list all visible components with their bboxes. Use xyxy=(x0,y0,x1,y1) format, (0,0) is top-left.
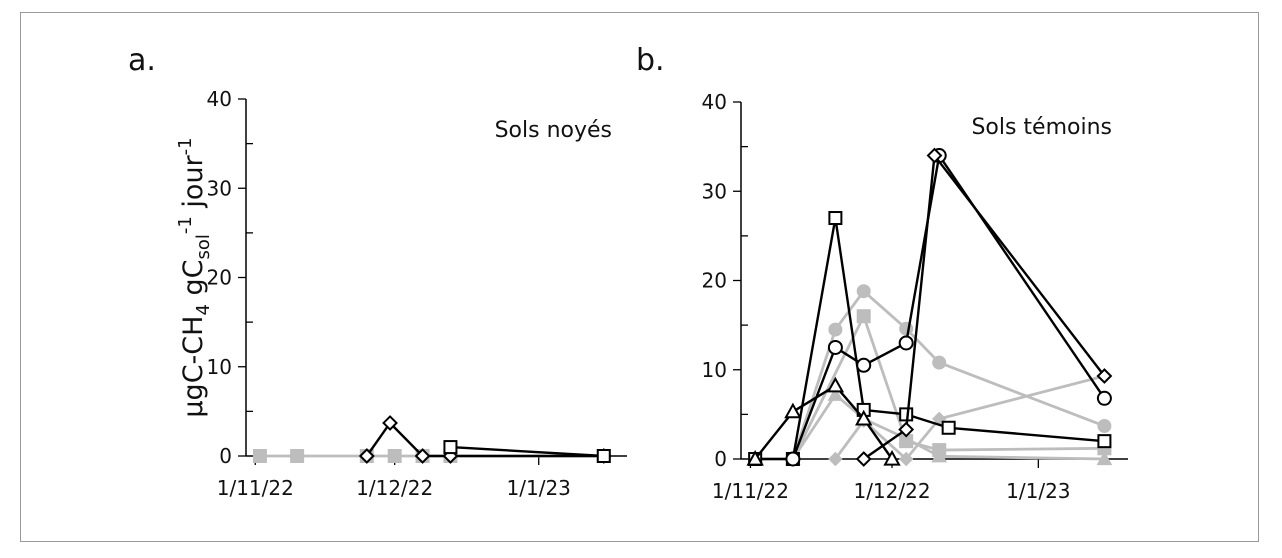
data-point xyxy=(828,211,843,226)
data-point xyxy=(1096,368,1113,384)
data-point xyxy=(443,440,458,455)
data-point xyxy=(785,451,801,467)
panel-letter: b. xyxy=(636,43,665,78)
data-point xyxy=(932,355,947,370)
series-line xyxy=(365,421,604,458)
x-tick-label: 1/1/23 xyxy=(1006,479,1070,503)
panel-annotation: Sols noyés xyxy=(495,118,612,143)
data-point xyxy=(931,448,948,463)
data-point xyxy=(856,309,871,324)
series-2 xyxy=(746,376,901,466)
data-point xyxy=(899,321,914,336)
data-point xyxy=(898,451,914,467)
x-tick-label: 1/12/22 xyxy=(853,479,930,503)
series-line xyxy=(450,445,604,458)
y-tick-label: 40 xyxy=(702,90,727,114)
y-tick-label: 20 xyxy=(702,269,727,293)
data-point xyxy=(1097,434,1112,449)
data-point xyxy=(827,339,843,355)
panel-letter: a. xyxy=(128,43,156,78)
x-tick-label: 1/12/22 xyxy=(356,476,433,500)
y-tick-label: 30 xyxy=(207,176,232,200)
y-tick-label: 20 xyxy=(207,266,232,290)
data-point xyxy=(252,449,267,463)
y-tick-label: 0 xyxy=(219,444,232,468)
data-point xyxy=(382,415,398,431)
series-6 xyxy=(785,386,1113,466)
data-point xyxy=(898,421,915,438)
data-point xyxy=(941,420,956,435)
data-point xyxy=(1097,418,1112,433)
data-point xyxy=(784,402,802,419)
data-point xyxy=(855,409,873,426)
series-line xyxy=(791,393,1105,461)
data-point xyxy=(1096,390,1112,406)
panel-b: b. 0 10 20 30 40 1/11/22 1/12/22 1/1/23 Sols témo… xyxy=(636,43,1128,503)
x-tick-label: 1/1/23 xyxy=(507,476,571,500)
data-point xyxy=(828,451,843,467)
series-line xyxy=(863,154,1106,460)
data-point xyxy=(826,376,845,393)
data-point xyxy=(856,357,872,373)
series-line xyxy=(791,289,1105,460)
data-point xyxy=(855,451,872,467)
figure-frame xyxy=(20,12,1259,542)
data-point xyxy=(898,335,914,351)
x-tick-label: 1/11/22 xyxy=(712,479,789,503)
series-line xyxy=(834,374,1105,461)
data-point xyxy=(290,449,305,463)
series-3 xyxy=(855,147,1113,467)
data-point xyxy=(828,322,843,337)
data-point xyxy=(898,430,915,445)
series-1 xyxy=(443,440,611,463)
y-tick-label: 40 xyxy=(207,87,232,111)
y-axis-label: µgC-CH4 gCsol-1 jour-1 xyxy=(175,137,214,417)
data-point xyxy=(596,449,611,463)
y-tick-label: 10 xyxy=(702,358,727,382)
data-point xyxy=(387,449,402,463)
series-1 xyxy=(785,148,1112,467)
x-tick-label: 1/11/22 xyxy=(217,476,294,500)
data-point xyxy=(926,147,943,164)
data-point xyxy=(746,449,764,466)
panel-annotation: Sols témoins xyxy=(971,115,1112,140)
data-point xyxy=(856,284,871,299)
y-tick-label: 30 xyxy=(702,179,727,203)
data-point xyxy=(414,448,431,464)
data-point xyxy=(883,449,901,466)
y-tick-label: 0 xyxy=(714,447,727,471)
series-line xyxy=(791,154,1106,460)
data-point xyxy=(827,386,844,401)
data-point xyxy=(358,448,375,464)
y-tick-label: 10 xyxy=(207,355,232,379)
panel-a: a. 0 10 20 30 40 1/11/22 1/12/22 1/1/23 Sols noyé… xyxy=(128,43,627,500)
data-point xyxy=(1096,450,1113,466)
